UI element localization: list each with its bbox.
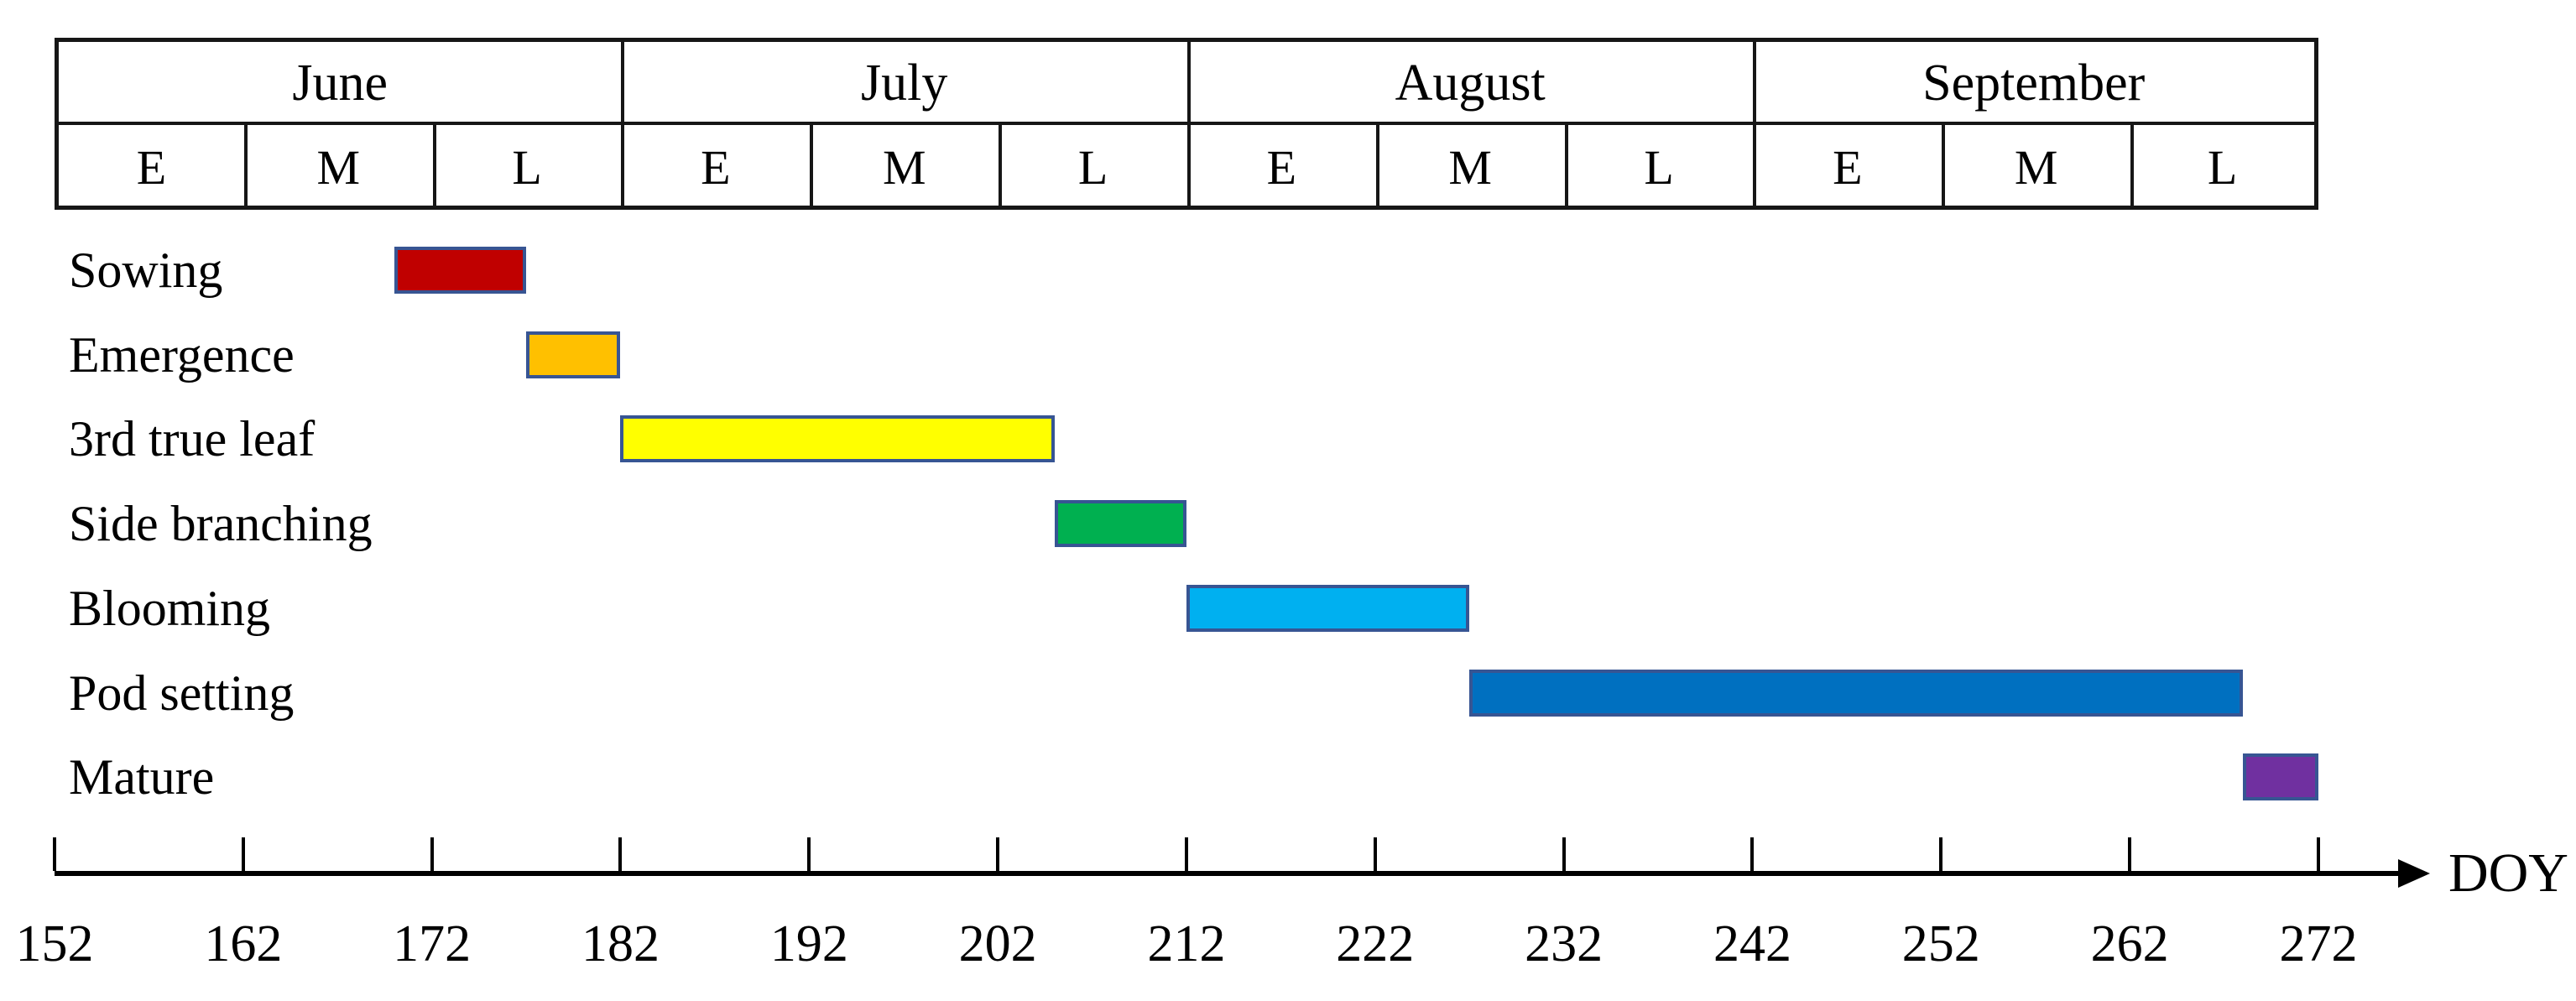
period-cell-august-m: M — [1448, 139, 1492, 195]
table-period-divider — [2130, 125, 2135, 206]
period-cell-august-l: L — [1644, 139, 1674, 195]
axis-tick-262 — [2128, 837, 2132, 871]
axis-title: DOY — [2448, 842, 2568, 904]
table-row-divider — [59, 122, 2314, 125]
stage-label-mature: Mature — [69, 749, 215, 805]
axis-line — [55, 871, 2398, 876]
axis-tick-242 — [1750, 837, 1755, 871]
axis-tick-272 — [2316, 837, 2320, 871]
tick-label-182: 182 — [581, 915, 660, 972]
axis-tick-232 — [1562, 837, 1566, 871]
stage-bar-blooming — [1186, 584, 1470, 632]
period-cell-june-l: L — [512, 139, 542, 195]
period-cell-july-l: L — [1077, 139, 1108, 195]
stage-label-blooming: Blooming — [69, 580, 271, 636]
tick-label-272: 272 — [2279, 915, 2358, 972]
table-period-divider — [1375, 125, 1379, 206]
tick-label-192: 192 — [769, 915, 848, 972]
period-cell-june-m: M — [316, 139, 361, 195]
month-cell-august: August — [1395, 54, 1546, 112]
tick-label-162: 162 — [204, 915, 283, 972]
axis-tick-172 — [430, 837, 434, 871]
stage-label-3rd-true-leaf: 3rd true leaf — [69, 411, 315, 467]
period-cell-september-e: E — [1833, 139, 1863, 195]
tick-label-202: 202 — [958, 915, 1037, 972]
month-cell-september: September — [1922, 54, 2146, 112]
axis-tick-252 — [1939, 837, 1943, 871]
tick-label-222: 222 — [1336, 915, 1415, 972]
stage-label-side-branching: Side branching — [69, 496, 373, 552]
table-period-divider — [432, 125, 436, 206]
stage-label-emergence: Emergence — [69, 326, 295, 383]
axis-tick-182 — [618, 837, 623, 871]
table-period-divider — [810, 125, 814, 206]
period-cell-august-e: E — [1266, 139, 1297, 195]
stage-label-sowing: Sowing — [69, 242, 223, 298]
period-cell-july-m: M — [882, 139, 926, 195]
tick-label-252: 252 — [1901, 915, 1980, 972]
month-cell-july: July — [861, 54, 948, 112]
period-cell-september-l: L — [2207, 139, 2238, 195]
axis-tick-152 — [53, 837, 56, 871]
table-period-divider — [1942, 125, 1946, 206]
axis-arrowhead-icon — [2397, 859, 2430, 888]
stage-bar-side-branching — [1054, 500, 1186, 548]
tick-label-212: 212 — [1147, 915, 1226, 972]
tick-label-152: 152 — [15, 915, 94, 972]
axis-tick-192 — [807, 837, 811, 871]
period-cell-september-m: M — [2014, 139, 2058, 195]
tick-label-242: 242 — [1713, 915, 1791, 972]
period-cell-july-e: E — [701, 139, 731, 195]
axis-tick-202 — [996, 837, 1000, 871]
axis-tick-222 — [1373, 837, 1377, 871]
calendar-header-table: June E M L July E M L August E M L September E M L — [55, 38, 2318, 210]
stage-bar-emergence — [526, 331, 621, 378]
stage-bar-pod-setting — [1469, 669, 2244, 717]
period-cell-june-e: E — [136, 139, 167, 195]
stage-bar-sowing — [394, 247, 527, 294]
tick-label-232: 232 — [1525, 915, 1603, 972]
tick-label-172: 172 — [393, 915, 472, 972]
stage-bar-mature — [2243, 753, 2318, 801]
month-cell-june: June — [292, 54, 388, 112]
stage-label-pod-setting: Pod setting — [69, 665, 295, 721]
table-period-divider — [999, 125, 1003, 206]
table-period-divider — [1564, 125, 1568, 206]
stage-bar-3rd-true-leaf — [620, 415, 1055, 463]
table-period-divider — [243, 125, 248, 206]
axis-tick-162 — [241, 837, 245, 871]
tick-label-262: 262 — [2090, 915, 2169, 972]
axis-tick-212 — [1184, 837, 1188, 871]
